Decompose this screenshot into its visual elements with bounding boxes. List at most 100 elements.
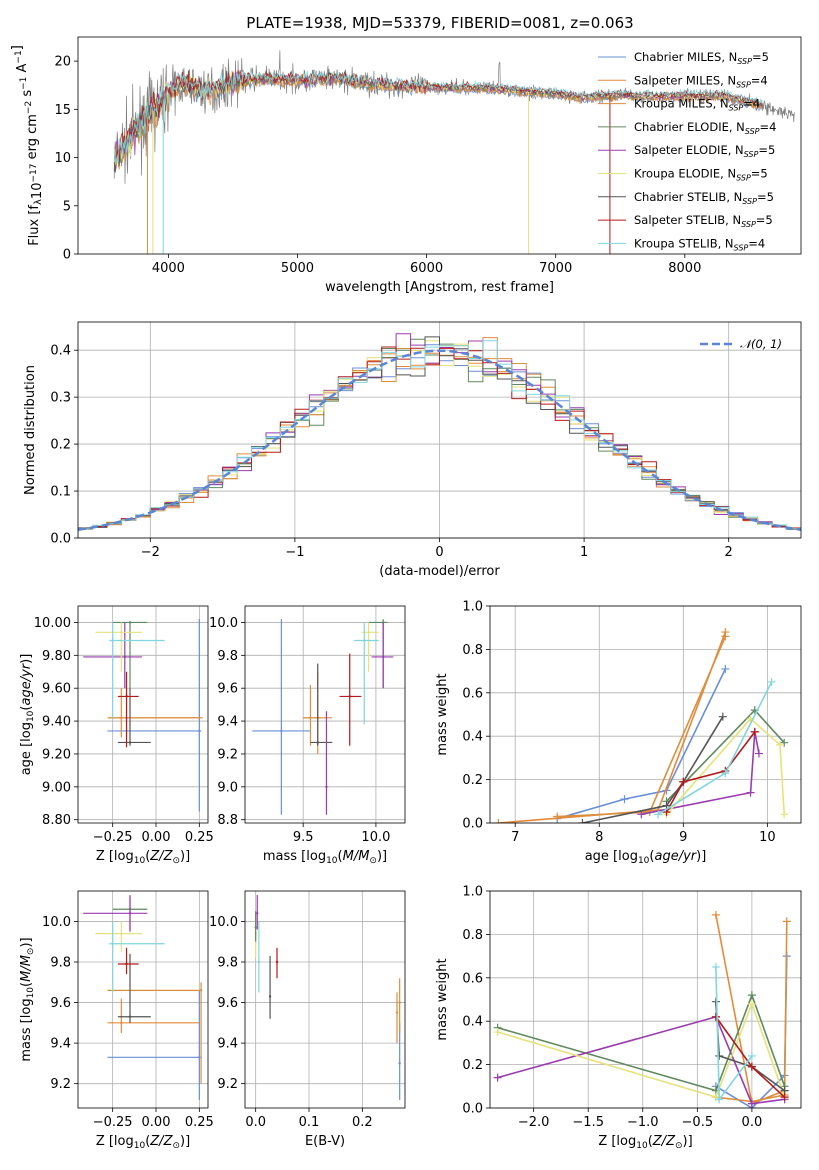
- data-point: [199, 989, 203, 992]
- label-part: −17: [29, 164, 39, 183]
- data-point: [256, 912, 259, 915]
- label-part: ⊙: [172, 1141, 180, 1151]
- panel-mass-weight-vs-Z: −2.0 −1.5 −1.0 −0.5 0.0 0.0 0.2 0.4 0.6 0.8 1.0 Z […: [435, 885, 802, 1151]
- data-point: [120, 631, 123, 634]
- legend-sub: SSP: [744, 150, 759, 159]
- legend-label: Chabrier STELIB, N: [634, 190, 742, 204]
- y-tick-label: 5: [63, 199, 71, 214]
- y-tick-label: 9.4: [217, 1037, 238, 1052]
- data-point: [128, 621, 132, 624]
- y-tick-label: 0.1: [50, 485, 71, 500]
- label-part: )]: [180, 849, 190, 864]
- histogram-kroupa-stelib: [78, 340, 801, 538]
- y-tick-label: 0.4: [462, 730, 483, 745]
- x-tick-label: 1: [580, 545, 588, 560]
- label-part: Z/Z: [149, 849, 173, 864]
- x-tick-label: 0.2: [352, 1115, 373, 1130]
- x-tick-label: 7: [511, 830, 519, 845]
- legend-suffix: =5: [757, 190, 774, 204]
- label-part: )]: [696, 849, 706, 864]
- spectrum-data-line: [113, 50, 795, 184]
- x-tick-label: 4000: [152, 261, 185, 276]
- label-part: Z/Z: [652, 1134, 676, 1149]
- label-part: 10: [134, 856, 146, 866]
- panel-residual-distribution: −2 −1 0 1 2 0.0 0.1 0.2 0.3 0.4 (data-model)/error…: [23, 321, 802, 579]
- label-part: ⊙: [369, 856, 377, 866]
- plot-area: [493, 910, 791, 1108]
- y-tick-label: 9.80: [42, 649, 71, 664]
- mass-weight-marker: [780, 738, 789, 747]
- label-part: (: [649, 849, 654, 864]
- legend-label: Salpeter MILES, N: [634, 73, 736, 87]
- mass-weight-line: [497, 992, 786, 1092]
- y-tick-label: 10.00: [34, 616, 71, 631]
- x-tick-label: −0.5: [682, 1115, 714, 1130]
- mass-weight-marker: [747, 1062, 756, 1071]
- axes-frame: [77, 321, 802, 539]
- mass-weight-marker: [775, 740, 784, 749]
- spectrum-y-label: Flux [fλ10−17 erg cm−2 s−1 A−1]: [10, 45, 45, 246]
- label-part: age [log: [585, 849, 638, 864]
- data-point: [128, 912, 132, 915]
- data-point: [316, 741, 319, 744]
- y-tick-label: 0.4: [462, 1015, 483, 1030]
- label-part: 10: [134, 1141, 146, 1151]
- mass-weight-marker: [578, 819, 587, 823]
- data-point: [120, 1021, 123, 1025]
- y-tick-label: 9.00: [42, 780, 71, 795]
- label-part: Z [log: [96, 849, 134, 864]
- mass-weight-marker: [718, 712, 727, 721]
- legend-suffix: =5: [751, 167, 768, 181]
- mass-weight-marker: [715, 1051, 724, 1060]
- label-part: Flux [f: [27, 205, 42, 246]
- mass-weight-marker: [654, 810, 663, 819]
- label-part: )]: [19, 654, 34, 664]
- y-tick-label: 0.4: [50, 344, 71, 359]
- mass-weight-marker: [711, 910, 720, 919]
- y-tick-label: 9.40: [42, 715, 71, 730]
- label-part: Z [log: [96, 1134, 134, 1149]
- label-part: (: [648, 1134, 653, 1149]
- y-axis-label: Normed distribution: [23, 365, 38, 495]
- x-tick-label: 8000: [668, 261, 701, 276]
- mass-weight-line: [497, 1001, 786, 1099]
- label-part: )]: [180, 1134, 190, 1149]
- data-point: [268, 995, 272, 998]
- y-tick-label: 9.60: [42, 682, 71, 697]
- data-point: [280, 729, 283, 733]
- y-tick-label: 9.8: [50, 955, 71, 970]
- mass-weight-marker: [747, 999, 756, 1008]
- x-tick-label: 7000: [539, 261, 572, 276]
- data-point: [398, 1062, 401, 1065]
- mass-weight-marker: [679, 777, 688, 786]
- data-point: [123, 655, 127, 659]
- label-part: )]: [377, 849, 387, 864]
- mass-weight-marker: [493, 1073, 502, 1082]
- data-point: [120, 932, 123, 935]
- x-tick-label: 8: [595, 830, 603, 845]
- y-tick-label: 15: [54, 103, 71, 118]
- y-axis-label: mass weight: [435, 673, 450, 755]
- mass-weight-marker: [721, 632, 730, 641]
- axes-frame: [489, 890, 802, 1109]
- label-part: mass [log: [19, 998, 34, 1061]
- data-point: [111, 639, 114, 642]
- plot-area: [83, 619, 203, 812]
- mass-weight-marker: [715, 1095, 724, 1104]
- legend-label: Kroupa STELIB, N: [634, 236, 734, 250]
- mass-weight-marker: [747, 1099, 756, 1108]
- label-part: 10: [326, 856, 338, 866]
- data-point: [125, 962, 128, 966]
- legend-label: Salpeter ELODIE, N: [634, 143, 744, 157]
- y-tick-label: 8.8: [217, 813, 238, 828]
- y-tick-label: 0.0: [462, 1102, 483, 1117]
- mass-weight-marker: [780, 810, 789, 819]
- x-tick-label: −0.25: [93, 830, 133, 845]
- legend-entry: Kroupa STELIB, NSSP=4: [634, 236, 765, 252]
- data-point: [128, 1015, 132, 1018]
- y-tick-label: 9.4: [217, 715, 238, 730]
- y-tick-label: 9.2: [50, 1077, 71, 1092]
- x-tick-label: −2.0: [518, 1115, 550, 1130]
- legend-sub: SSP: [741, 220, 756, 229]
- legend-sub: SSP: [736, 80, 751, 89]
